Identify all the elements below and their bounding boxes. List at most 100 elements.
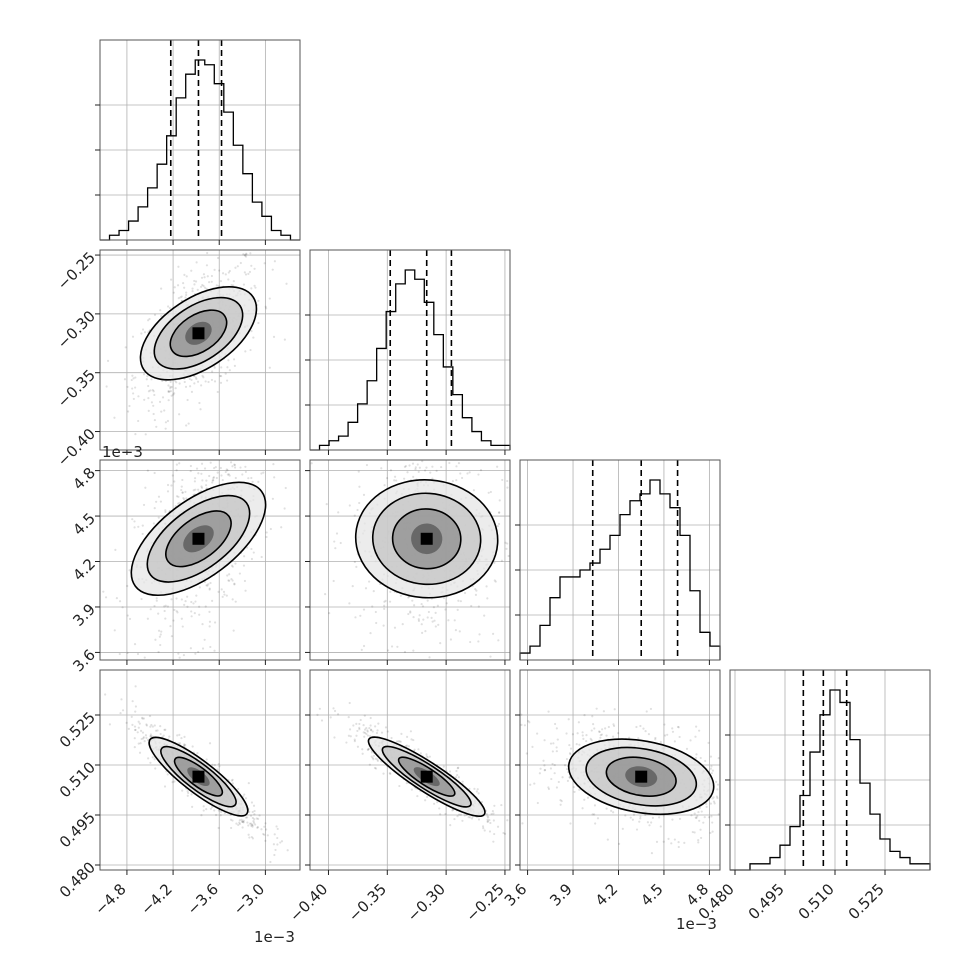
scatter-point xyxy=(348,728,352,731)
scatter-point xyxy=(333,540,336,543)
scatter-point xyxy=(178,382,181,385)
scatter-point xyxy=(137,720,140,723)
scatter-point xyxy=(568,743,571,747)
scatter-point xyxy=(227,579,230,582)
scatter-point xyxy=(202,284,205,288)
scatter-point xyxy=(150,401,154,404)
scatter-point xyxy=(175,495,179,498)
scatter-panel xyxy=(305,459,511,665)
scatter-point xyxy=(426,795,429,798)
scatter-point xyxy=(130,715,133,719)
scatter-point xyxy=(220,366,223,369)
scatter-point xyxy=(244,797,248,800)
scatter-point xyxy=(565,757,569,761)
scatter-point xyxy=(214,466,217,469)
scatter-point xyxy=(208,742,212,745)
scatter-point xyxy=(624,814,627,817)
scatter-point xyxy=(155,597,158,600)
scatter-point xyxy=(195,467,199,470)
scatter-point xyxy=(233,463,236,466)
density-peak xyxy=(192,770,205,783)
scatter-point xyxy=(416,463,419,466)
scatter-point xyxy=(183,286,186,289)
scatter-point xyxy=(550,777,553,781)
scatter-point xyxy=(243,579,247,583)
scatter-point xyxy=(398,784,401,788)
scatter-point xyxy=(182,653,186,657)
scatter-point xyxy=(673,740,676,743)
scatter-point xyxy=(691,830,694,834)
scatter-point xyxy=(596,817,600,820)
scatter-point xyxy=(266,834,269,837)
scatter-point xyxy=(181,625,184,628)
scatter-point xyxy=(183,603,186,606)
scatter-point xyxy=(177,495,180,498)
scatter-point xyxy=(581,807,584,810)
scatter-point xyxy=(283,338,286,341)
scatter-point xyxy=(210,378,214,382)
scatter-point xyxy=(208,281,211,284)
scatter-point xyxy=(478,633,481,636)
scatter-point xyxy=(231,565,234,568)
scatter-point xyxy=(477,473,480,476)
scatter-point xyxy=(190,610,193,613)
scatter-point xyxy=(164,510,167,514)
scatter-panel xyxy=(515,669,721,875)
scatter-point xyxy=(439,642,442,645)
scatter-point xyxy=(473,787,476,790)
scatter-point xyxy=(176,734,179,737)
axes-frame xyxy=(309,249,511,451)
x-tick-label: −0.25 xyxy=(463,880,508,925)
scatter-point xyxy=(490,812,493,816)
scatter-point xyxy=(583,714,586,717)
scatter-point xyxy=(191,290,194,293)
scatter-point xyxy=(369,632,372,635)
scatter-point xyxy=(113,416,116,419)
scatter-point xyxy=(244,470,247,474)
scatter-point xyxy=(629,816,632,819)
scatter-point xyxy=(694,756,698,760)
scatter-point xyxy=(605,734,608,737)
scatter-point xyxy=(194,280,198,283)
scatter-point xyxy=(593,804,597,807)
scatter-point xyxy=(184,490,187,494)
scatter-point xyxy=(455,769,458,773)
scatter-point xyxy=(153,507,156,510)
scatter-point xyxy=(463,591,467,595)
scatter-point xyxy=(553,763,556,767)
scatter-point xyxy=(611,735,615,738)
scatter-point xyxy=(233,466,237,469)
scatter-point xyxy=(230,564,234,567)
scatter-point xyxy=(147,409,150,412)
scatter-point xyxy=(386,730,389,733)
scatter-point xyxy=(209,461,212,464)
scatter-point xyxy=(166,483,170,487)
scatter-point xyxy=(650,821,653,824)
y-tick-label: 4.8 xyxy=(69,464,99,494)
scatter-point xyxy=(438,807,441,810)
scatter-point xyxy=(711,821,714,824)
scatter-point xyxy=(604,727,607,730)
scatter-point xyxy=(251,480,254,483)
scatter-point xyxy=(194,488,197,491)
scatter-point xyxy=(200,485,203,488)
scatter-point xyxy=(220,374,223,378)
scatter-point xyxy=(697,838,700,842)
scatter-point xyxy=(527,719,530,723)
scatter-point xyxy=(234,476,237,480)
scatter-point xyxy=(469,640,472,644)
scatter-point xyxy=(413,604,416,607)
scatter-point xyxy=(425,753,428,756)
scatter-point xyxy=(599,736,602,739)
scatter-point xyxy=(565,732,568,735)
density-peak xyxy=(420,770,433,783)
scatter-point xyxy=(217,284,220,288)
scatter-point xyxy=(569,747,573,750)
scatter-point xyxy=(246,821,249,824)
scatter-point xyxy=(257,299,260,302)
scatter-point xyxy=(466,472,469,475)
scatter-point xyxy=(244,465,247,468)
scatter-point xyxy=(543,764,546,767)
scatter-point xyxy=(371,730,374,733)
